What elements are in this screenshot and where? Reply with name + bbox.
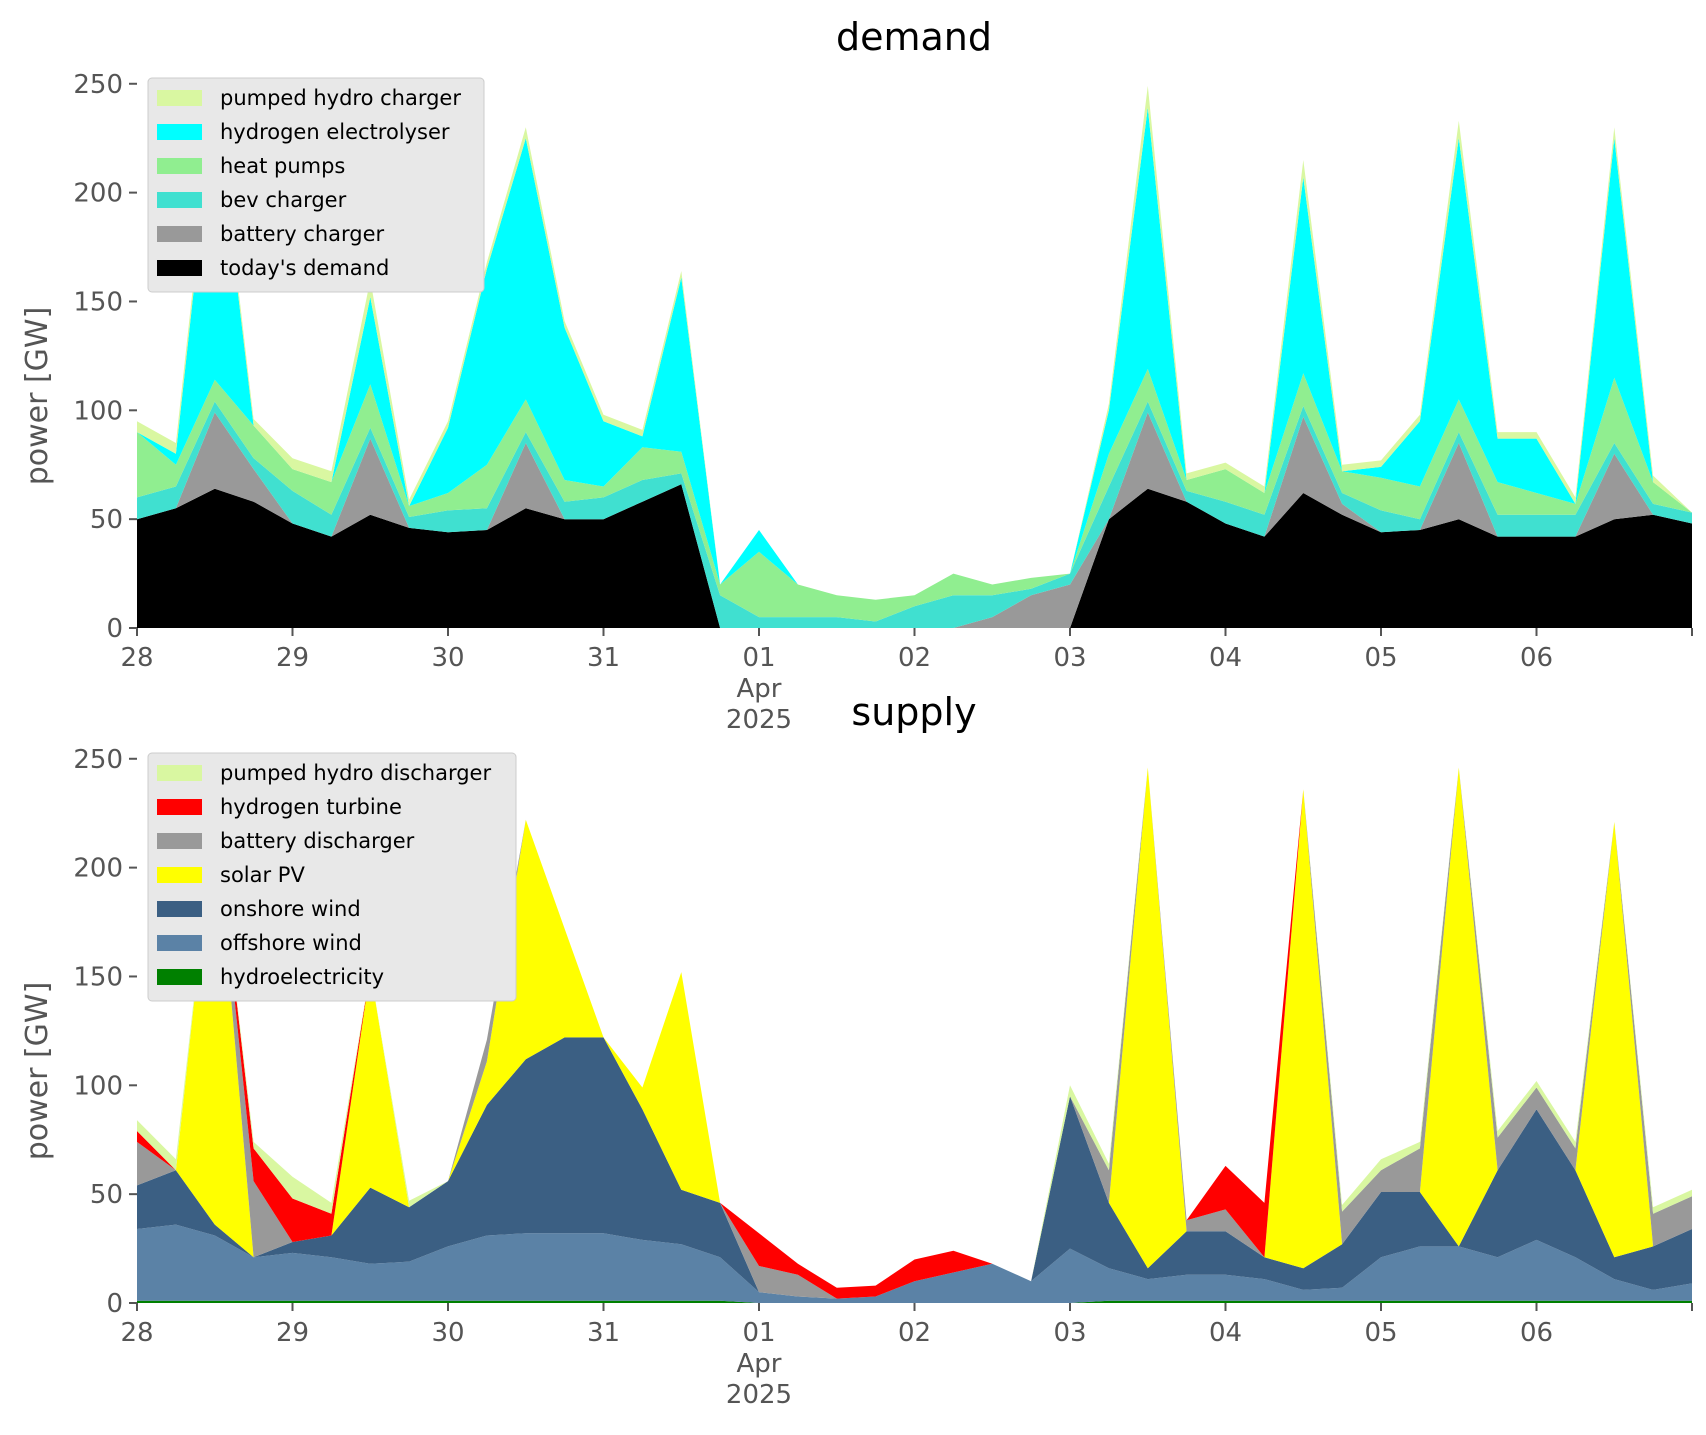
x-tick-sublabel: Apr (737, 1349, 782, 1379)
x-tick-label: 29 (276, 1318, 309, 1348)
y-tick-label: 250 (73, 70, 123, 100)
supply-y-axis-label: power [GW] (20, 982, 55, 1161)
y-tick-label: 0 (106, 614, 123, 644)
legend-label-hydroelectricity: hydroelectricity (220, 965, 384, 989)
legend-swatch-onshore-wind (157, 901, 202, 917)
legend-swatch-bev-charger (157, 192, 202, 208)
supply-title: supply (851, 690, 976, 734)
x-tick-label: 06 (1520, 643, 1553, 673)
legend-swatch-battery-discharger (157, 833, 202, 849)
legend-label-hydrogen-turbine: hydrogen turbine (220, 795, 402, 819)
x-tick-label: 02 (898, 1318, 931, 1348)
y-tick-label: 200 (73, 854, 123, 884)
legend-swatch-solar-pv (157, 867, 202, 883)
area-onshore-wind (137, 1037, 1692, 1299)
x-tick-label: 31 (587, 643, 620, 673)
legend-box (147, 77, 485, 293)
x-tick-label: 01 (742, 1318, 775, 1348)
area-bev-charger (137, 401, 1692, 628)
x-tick-label: 06 (1520, 1318, 1553, 1348)
supply-areas (137, 767, 1692, 1303)
y-tick-label: 150 (73, 962, 123, 992)
y-tick-label: 200 (73, 179, 123, 209)
x-tick-label: 05 (1364, 1318, 1397, 1348)
legend-swatch-heat-pumps (157, 158, 202, 174)
y-tick-label: 100 (73, 1071, 123, 1101)
x-tick-label: 03 (1053, 1318, 1086, 1348)
x-tick-label: 30 (431, 643, 464, 673)
y-tick-label: 50 (90, 1180, 123, 1210)
legend-label-bev-charger: bev charger (220, 188, 347, 212)
x-tick-label: 03 (1053, 643, 1086, 673)
x-tick-sublabel: 2025 (726, 1380, 792, 1410)
legend-label-solar-pv: solar PV (220, 863, 305, 887)
legend-label-battery-charger: battery charger (220, 222, 385, 246)
demand-axes: 0 50 100 150 200 250 28 29 30 31 01 02 03 04 05 06 Apr20… (73, 70, 1693, 735)
legend-swatch-offshore-wind (157, 935, 202, 951)
x-tick-sublabel: 2025 (726, 705, 792, 735)
legend-label-today-s-demand: today's demand (220, 256, 389, 280)
legend-label-onshore-wind: onshore wind (220, 897, 361, 921)
y-tick-label: 150 (73, 287, 123, 317)
legend-swatch-pumped-hydro-discharger (157, 765, 202, 781)
demand-y-axis-label: power [GW] (20, 307, 55, 486)
legend-swatch-today-s-demand (157, 260, 202, 276)
x-tick-sublabel: Apr (737, 674, 782, 704)
x-tick-label: 02 (898, 643, 931, 673)
legend-swatch-pumped-hydro-charger (157, 90, 202, 106)
legend-label-pumped-hydro-discharger: pumped hydro discharger (220, 761, 491, 785)
demand-legend: pumped hydro charger hydrogen electrolyse… (147, 77, 485, 293)
x-tick-label: 28 (120, 643, 153, 673)
legend-label-hydrogen-electrolyser: hydrogen electrolyser (220, 120, 450, 144)
area-hydrogen-electrolyser (137, 96, 1692, 600)
demand-areas (137, 85, 1692, 628)
x-tick-label: 05 (1364, 643, 1397, 673)
supply-legend: pumped hydro discharger hydrogen turbine b… (147, 752, 517, 1002)
x-tick-label: 01 (742, 643, 775, 673)
area-offshore-wind (137, 1224, 1692, 1303)
legend-box (147, 752, 517, 1002)
legend-label-heat-pumps: heat pumps (220, 154, 345, 178)
y-tick-label: 250 (73, 745, 123, 775)
x-tick-label: 04 (1209, 643, 1242, 673)
y-tick-label: 0 (106, 1289, 123, 1319)
x-tick-label: 28 (120, 1318, 153, 1348)
area-solar-pv (137, 767, 1692, 1299)
legend-swatch-hydrogen-turbine (157, 799, 202, 815)
legend-label-offshore-wind: offshore wind (220, 931, 362, 955)
legend-swatch-hydrogen-electrolyser (157, 124, 202, 140)
demand-title: demand (836, 15, 992, 59)
area-heat-pumps (137, 368, 1692, 622)
x-tick-label: 29 (276, 643, 309, 673)
legend-label-pumped-hydro-charger: pumped hydro charger (220, 86, 461, 110)
area-hydroelectricity (137, 1300, 1692, 1303)
legend-swatch-hydroelectricity (157, 969, 202, 985)
x-tick-label: 30 (431, 1318, 464, 1348)
x-tick-label: 04 (1209, 1318, 1242, 1348)
legend-swatch-battery-charger (157, 226, 202, 242)
area-today-s-demand (137, 484, 1692, 628)
area-battery-charger (137, 412, 1692, 628)
legend-label-battery-discharger: battery discharger (220, 829, 415, 853)
y-tick-label: 100 (73, 396, 123, 426)
y-tick-label: 50 (90, 505, 123, 535)
supply-axes: 0 50 100 150 200 250 28 29 30 31 01 02 03 04 05 06 Apr20… (73, 745, 1693, 1410)
x-tick-label: 31 (587, 1318, 620, 1348)
